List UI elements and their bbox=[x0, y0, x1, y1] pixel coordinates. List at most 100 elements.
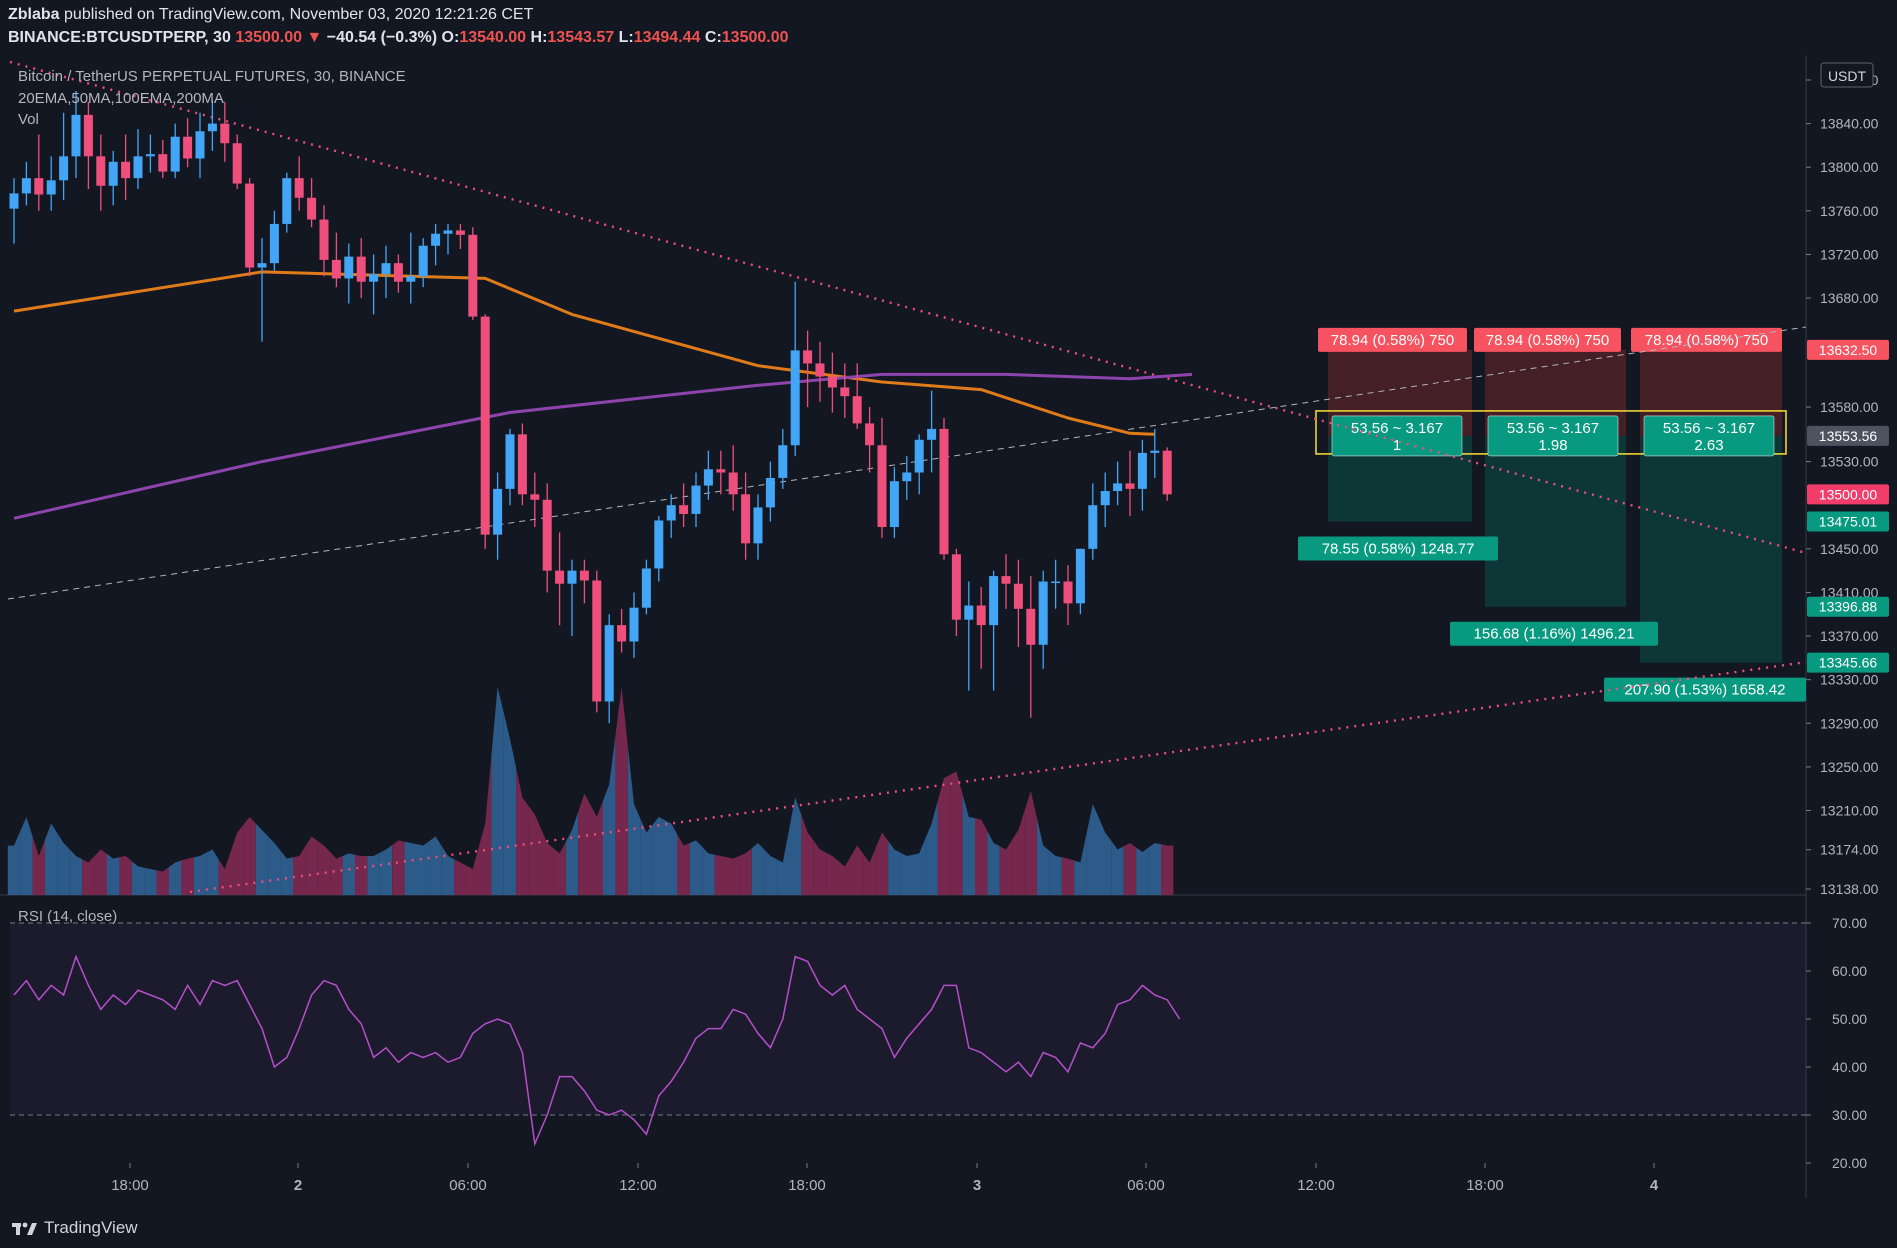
ascending-trendline bbox=[189, 660, 1807, 894]
publish-info: published on TradingView.com, November 0… bbox=[64, 6, 534, 23]
price-label: 13396.88 bbox=[1819, 599, 1878, 615]
price-tick: 13410.00 bbox=[1820, 584, 1879, 600]
volume-bar bbox=[764, 849, 777, 895]
down-arrow-icon: ▼ bbox=[306, 29, 323, 46]
stop-label: 78.94 (0.58%) 750 bbox=[1645, 332, 1768, 349]
volume-bar bbox=[181, 857, 194, 895]
legend-rsi: RSI (14, close) bbox=[18, 908, 117, 925]
volume-bar bbox=[875, 832, 889, 895]
target-label: 207.90 (1.53%) 1658.42 bbox=[1625, 682, 1786, 699]
footer: TradingView bbox=[12, 1218, 138, 1238]
candle-body bbox=[629, 607, 639, 642]
volume-bar bbox=[503, 713, 517, 895]
candle-body bbox=[927, 428, 937, 440]
legend-indicators: 20EMA,50MA,100EMA,200MA bbox=[18, 90, 224, 107]
volume-bar bbox=[962, 794, 975, 895]
volume-bar bbox=[1123, 843, 1137, 895]
price-tick: 13138.00 bbox=[1820, 881, 1879, 897]
candle-body bbox=[455, 230, 465, 235]
candle-body bbox=[96, 156, 106, 186]
candle-body bbox=[344, 256, 354, 279]
candle-body bbox=[530, 494, 540, 500]
volume-bar bbox=[107, 854, 120, 895]
position-tool[interactable]: 78.94 (0.58%) 750 78.94 (0.58%) 750 78.94 … bbox=[1298, 327, 1806, 702]
tradingview-logo-icon bbox=[12, 1220, 38, 1236]
volume-bar bbox=[776, 830, 789, 895]
volume-bar bbox=[578, 793, 591, 895]
rsi-tick: 50.00 bbox=[1832, 1011, 1867, 1027]
candle-body bbox=[691, 485, 701, 514]
rsi-tick: 30.00 bbox=[1832, 1107, 1867, 1123]
ratio-label-bg bbox=[1331, 415, 1463, 457]
candle-body bbox=[617, 625, 627, 642]
candle-body bbox=[71, 114, 81, 157]
time-tick: 12:00 bbox=[1297, 1177, 1335, 1194]
candle-body bbox=[666, 505, 676, 521]
author-name: Zblaba bbox=[8, 6, 60, 23]
volume-bar bbox=[1037, 818, 1050, 895]
candle-body bbox=[555, 570, 565, 584]
candle-body bbox=[679, 505, 689, 514]
price-label-bg bbox=[1807, 425, 1889, 446]
candle-body bbox=[505, 434, 515, 489]
target-zone bbox=[1640, 435, 1782, 663]
volume-bar bbox=[1136, 847, 1149, 895]
volume-bar bbox=[317, 841, 331, 895]
volume-bar bbox=[342, 853, 355, 895]
candle-body bbox=[170, 136, 180, 172]
candle-body bbox=[852, 396, 862, 424]
time-axis: 18:00 2 06:00 12:00 18:00 3 06:00 12:00 18:00 4 bbox=[111, 1163, 1659, 1194]
candle-body bbox=[989, 576, 999, 626]
time-tick: 06:00 bbox=[449, 1177, 487, 1194]
volume-bar bbox=[466, 846, 479, 895]
volume-bar bbox=[144, 867, 157, 895]
price-tick: 13174.00 bbox=[1820, 842, 1879, 858]
price-tick: 13580.00 bbox=[1820, 399, 1879, 415]
candle-body bbox=[765, 477, 775, 508]
candle-body bbox=[1038, 581, 1048, 645]
ratio-label: 53.56 ~ 3.167 bbox=[1663, 420, 1755, 437]
candle-body bbox=[145, 154, 155, 157]
stop-label-bg bbox=[1631, 327, 1782, 352]
volume-bar bbox=[169, 860, 182, 895]
currency-badge[interactable]: USDT bbox=[1820, 62, 1874, 88]
candle-body bbox=[964, 605, 974, 620]
target-zone bbox=[1485, 435, 1626, 607]
volume-bar bbox=[355, 854, 368, 895]
price-label-bg bbox=[1807, 652, 1889, 673]
candle-body bbox=[319, 219, 329, 260]
high-value: 13543.57 bbox=[547, 29, 615, 46]
candle-body bbox=[1026, 608, 1036, 645]
volume-bar bbox=[255, 823, 269, 895]
time-tick: 18:00 bbox=[111, 1177, 149, 1194]
candle-body bbox=[468, 234, 478, 317]
low-label: L: bbox=[618, 29, 634, 46]
candle-body bbox=[517, 434, 527, 495]
open-label: O: bbox=[441, 29, 460, 46]
legend-title: Bitcoin / TetherUS PERPETUAL FUTURES, 30… bbox=[18, 68, 406, 85]
volume-bar bbox=[206, 849, 219, 895]
candle-body bbox=[220, 123, 230, 144]
volume-bar bbox=[1012, 810, 1025, 895]
trend-lines[interactable] bbox=[7, 60, 1807, 894]
candle-body bbox=[1075, 548, 1085, 604]
chart-panel[interactable]: 78.94 (0.58%) 750 78.94 (0.58%) 750 78.94 … bbox=[0, 50, 1897, 1198]
rsi-pane bbox=[13, 954, 1181, 1147]
price-label: 13632.50 bbox=[1819, 342, 1878, 358]
candle-body bbox=[951, 554, 961, 620]
volume-bar bbox=[280, 850, 293, 895]
volume-bar bbox=[975, 818, 988, 895]
ratio-label: 53.56 ~ 3.167 bbox=[1507, 420, 1599, 437]
price-tick: 13290.00 bbox=[1820, 715, 1879, 731]
volume-bar bbox=[677, 834, 690, 895]
candle-body bbox=[121, 161, 131, 179]
rsi-tick: 40.00 bbox=[1832, 1059, 1867, 1075]
candle-body bbox=[815, 363, 825, 377]
candle-body bbox=[542, 499, 552, 571]
volume-bar bbox=[1111, 841, 1124, 895]
volume-bar bbox=[863, 847, 876, 895]
price-tick: 13720.00 bbox=[1820, 246, 1879, 262]
volume-bar bbox=[789, 797, 802, 895]
volume-bar bbox=[751, 843, 765, 895]
price-label: 13553.56 bbox=[1819, 428, 1878, 444]
